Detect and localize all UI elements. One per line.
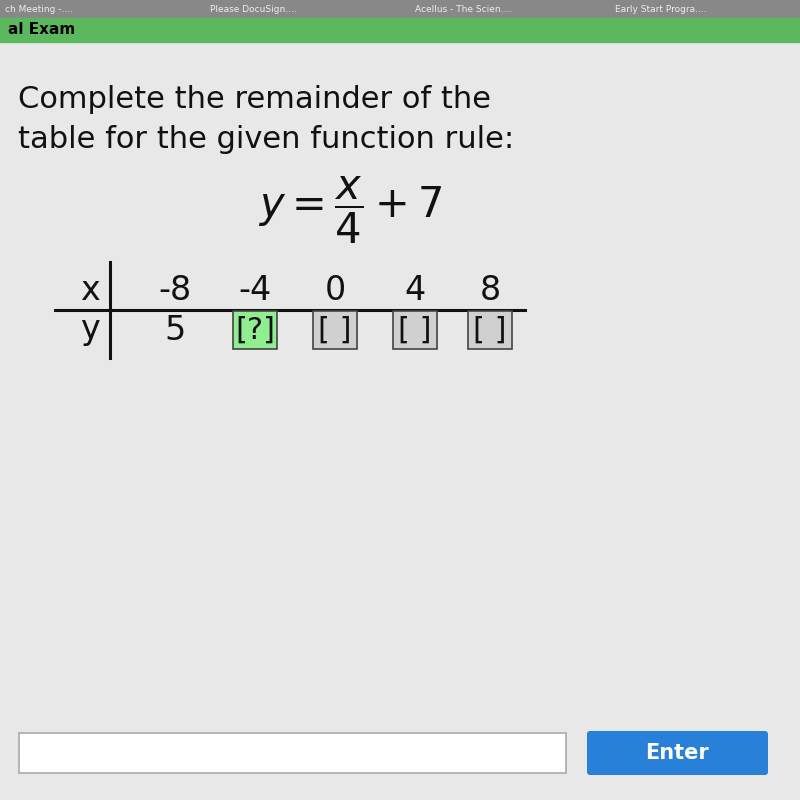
Text: Complete the remainder of the: Complete the remainder of the: [18, 86, 491, 114]
FancyBboxPatch shape: [468, 311, 512, 349]
Text: Enter: Enter: [645, 743, 709, 763]
Text: 8: 8: [479, 274, 501, 306]
Text: [ ]: [ ]: [318, 315, 352, 345]
Text: 4: 4: [404, 274, 426, 306]
Bar: [0, 18, 800, 42]
Text: ch Meeting -....: ch Meeting -....: [5, 5, 73, 14]
Text: -4: -4: [238, 274, 272, 306]
Text: Early Start Progra....: Early Start Progra....: [615, 5, 706, 14]
Text: x: x: [80, 274, 100, 306]
Text: $y = \dfrac{x}{4} + 7$: $y = \dfrac{x}{4} + 7$: [258, 174, 442, 246]
Text: Please DocuSign....: Please DocuSign....: [210, 5, 297, 14]
Text: table for the given function rule:: table for the given function rule:: [18, 126, 514, 154]
Text: [ ]: [ ]: [398, 315, 432, 345]
Text: al Exam: al Exam: [8, 22, 75, 38]
FancyBboxPatch shape: [393, 311, 437, 349]
FancyBboxPatch shape: [313, 311, 357, 349]
Text: [?]: [?]: [235, 315, 275, 345]
Text: [ ]: [ ]: [474, 315, 506, 345]
Text: y: y: [80, 314, 100, 346]
Bar: [0, 0, 800, 18]
Text: 5: 5: [164, 314, 186, 346]
FancyBboxPatch shape: [587, 731, 768, 775]
FancyBboxPatch shape: [233, 311, 277, 349]
Text: Acellus - The Scien....: Acellus - The Scien....: [415, 5, 512, 14]
FancyBboxPatch shape: [19, 733, 566, 773]
Text: 0: 0: [324, 274, 346, 306]
Text: -8: -8: [158, 274, 191, 306]
